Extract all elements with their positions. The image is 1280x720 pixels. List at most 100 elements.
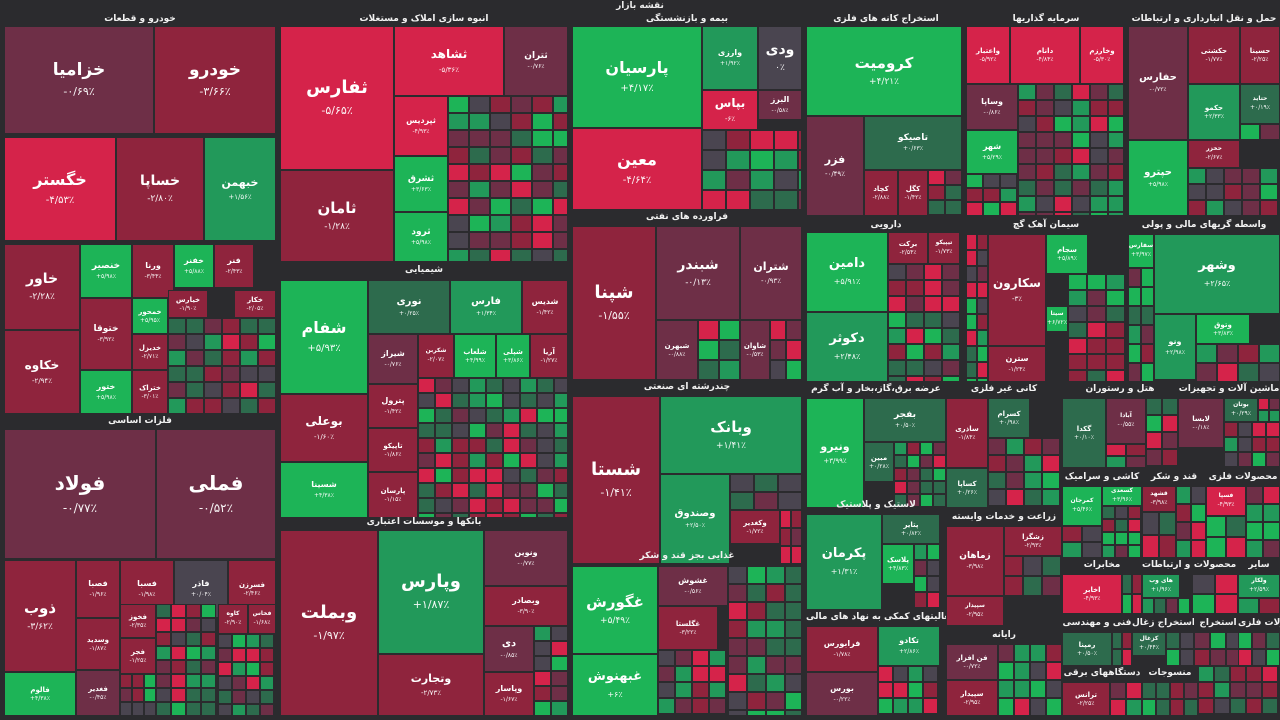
small-stock-cell[interactable] — [260, 634, 274, 648]
stock-tile[interactable]: فنر -۲/۴۳٪ — [214, 244, 254, 288]
small-stock-cell[interactable] — [1108, 132, 1124, 148]
stock-tile[interactable]: وشهر +۲/۶۵٪ — [1154, 234, 1280, 314]
small-stock-cell[interactable] — [906, 312, 924, 328]
small-stock-cell[interactable] — [966, 378, 977, 382]
small-stock-cell[interactable] — [260, 676, 274, 690]
small-stock-cell[interactable] — [537, 468, 554, 483]
stock-tile[interactable]: شهر +۵/۲۹٪ — [966, 130, 1018, 174]
small-stock-cell[interactable] — [747, 584, 766, 602]
small-stock-cell[interactable] — [201, 688, 216, 702]
small-stock-cell[interactable] — [1246, 522, 1263, 540]
small-stock-cell[interactable] — [1266, 437, 1280, 452]
small-stock-cell[interactable] — [168, 382, 186, 398]
small-stock-cell[interactable] — [1054, 100, 1072, 116]
small-stock-cell[interactable] — [1191, 504, 1206, 522]
small-stock-cell[interactable] — [1258, 398, 1269, 410]
small-stock-cell[interactable] — [1194, 632, 1210, 649]
small-stock-cell[interactable] — [927, 592, 940, 608]
small-stock-cell[interactable] — [186, 618, 201, 632]
small-stock-cell[interactable] — [418, 378, 435, 393]
small-stock-cell[interactable] — [998, 644, 1014, 662]
small-stock-cell[interactable] — [791, 546, 802, 564]
small-stock-cell[interactable] — [232, 634, 246, 648]
small-stock-cell[interactable] — [469, 198, 490, 215]
small-stock-cell[interactable] — [469, 498, 486, 513]
stock-tile[interactable]: وبصادر -۳/۹۰٪ — [484, 586, 568, 626]
small-stock-cell[interactable] — [728, 692, 747, 710]
small-stock-cell[interactable] — [490, 181, 511, 198]
small-stock-cell[interactable] — [204, 398, 222, 414]
small-stock-cell[interactable] — [1126, 682, 1142, 699]
stock-tile[interactable]: بورس -۰/۲۲٪ — [806, 672, 878, 716]
small-stock-cell[interactable] — [977, 378, 988, 382]
small-stock-cell[interactable] — [1178, 598, 1190, 614]
small-stock-cell[interactable] — [1068, 274, 1087, 290]
small-stock-cell[interactable] — [1141, 306, 1154, 325]
stock-tile[interactable]: خاور -۲/۲۸٪ — [4, 244, 80, 330]
small-stock-cell[interactable] — [1036, 196, 1054, 212]
stock-tile[interactable]: پارسان -۱/۱۵٪ — [368, 472, 418, 518]
stock-tile[interactable]: حکشتی -۱/۷۷٪ — [1188, 26, 1240, 84]
small-stock-cell[interactable] — [709, 666, 726, 682]
small-stock-cell[interactable] — [1072, 84, 1090, 100]
small-stock-cell[interactable] — [186, 688, 201, 702]
small-stock-cell[interactable] — [1102, 545, 1115, 558]
small-stock-cell[interactable] — [728, 656, 747, 674]
stock-tile[interactable]: کزغال +۰/۴۴٪ — [1132, 632, 1166, 656]
small-stock-cell[interactable] — [1214, 666, 1230, 682]
small-stock-cell[interactable] — [435, 438, 452, 453]
small-stock-cell[interactable] — [1087, 370, 1106, 382]
small-stock-cell[interactable] — [486, 423, 503, 438]
small-stock-cell[interactable] — [1238, 363, 1259, 382]
small-stock-cell[interactable] — [435, 513, 452, 518]
small-stock-cell[interactable] — [1230, 682, 1246, 698]
small-stock-cell[interactable] — [132, 674, 144, 688]
small-stock-cell[interactable] — [791, 510, 802, 528]
small-stock-cell[interactable] — [218, 634, 232, 648]
small-stock-cell[interactable] — [201, 604, 216, 618]
stock-tile[interactable]: خدیزل -۲/۷۱٪ — [132, 334, 168, 370]
small-stock-cell[interactable] — [520, 498, 537, 513]
small-stock-cell[interactable] — [894, 481, 907, 494]
small-stock-cell[interactable] — [998, 680, 1014, 698]
small-stock-cell[interactable] — [520, 513, 537, 518]
small-stock-cell[interactable] — [258, 350, 276, 366]
small-stock-cell[interactable] — [260, 690, 274, 704]
stock-tile[interactable]: سجام +۵/۸۹٪ — [1046, 234, 1088, 274]
small-stock-cell[interactable] — [553, 181, 568, 198]
small-stock-cell[interactable] — [878, 698, 893, 714]
small-stock-cell[interactable] — [1046, 662, 1062, 680]
small-stock-cell[interactable] — [486, 438, 503, 453]
stock-tile[interactable]: نوری +۰/۲۵٪ — [368, 280, 450, 334]
small-stock-cell[interactable] — [692, 666, 709, 682]
small-stock-cell[interactable] — [1128, 519, 1141, 532]
small-stock-cell[interactable] — [923, 682, 938, 698]
small-stock-cell[interactable] — [966, 362, 977, 378]
small-stock-cell[interactable] — [770, 360, 786, 380]
stock-tile[interactable]: وپاسار -۱/۶۷٪ — [484, 672, 534, 716]
stock-tile[interactable]: وبملت -۱/۹۷٪ — [280, 530, 378, 716]
small-stock-cell[interactable] — [418, 483, 435, 498]
small-stock-cell[interactable] — [1180, 632, 1194, 649]
small-stock-cell[interactable] — [966, 266, 977, 282]
small-stock-cell[interactable] — [1115, 519, 1128, 532]
small-stock-cell[interactable] — [551, 671, 568, 686]
small-stock-cell[interactable] — [1108, 196, 1124, 212]
small-stock-cell[interactable] — [553, 96, 568, 113]
stock-tile[interactable]: کرومیت +۴/۲۱٪ — [806, 26, 962, 116]
small-stock-cell[interactable] — [246, 662, 260, 676]
small-stock-cell[interactable] — [1090, 116, 1108, 132]
small-stock-cell[interactable] — [1108, 84, 1124, 100]
small-stock-cell[interactable] — [1188, 200, 1206, 216]
stock-tile[interactable]: ودی ۰٪ — [758, 26, 802, 90]
small-stock-cell[interactable] — [1266, 452, 1280, 467]
small-stock-cell[interactable] — [1252, 452, 1266, 467]
small-stock-cell[interactable] — [977, 314, 988, 330]
small-stock-cell[interactable] — [1062, 526, 1082, 542]
small-stock-cell[interactable] — [553, 164, 568, 181]
small-stock-cell[interactable] — [503, 498, 520, 513]
small-stock-cell[interactable] — [1036, 164, 1054, 180]
small-stock-cell[interactable] — [924, 344, 942, 360]
small-stock-cell[interactable] — [1018, 148, 1036, 164]
small-stock-cell[interactable] — [232, 690, 246, 704]
